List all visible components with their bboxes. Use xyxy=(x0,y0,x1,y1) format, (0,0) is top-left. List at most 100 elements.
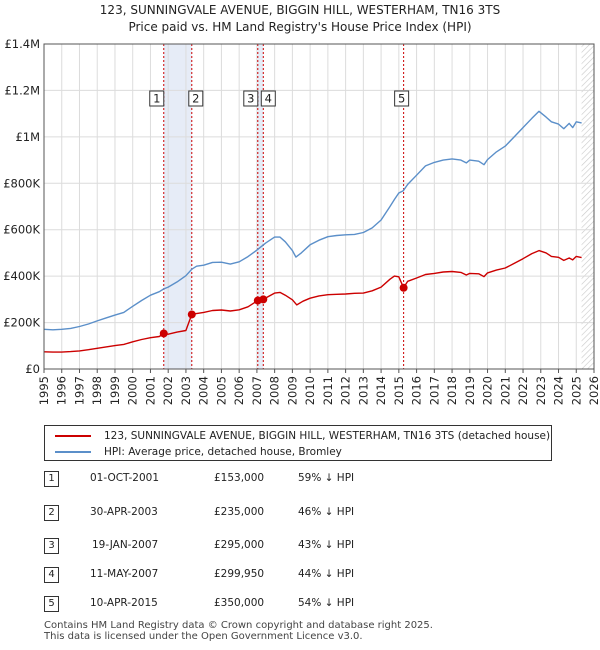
chart-title: 123, SUNNINGVALE AVENUE, BIGGIN HILL, WE… xyxy=(0,2,600,36)
x-tick-label: 2026 xyxy=(587,376,600,405)
table-row: 3 19-JAN-2007 £295,000 43% ↓ HPI xyxy=(44,538,444,556)
x-tick-label: 2014 xyxy=(374,376,388,405)
tx-hpi-diff: 59% ↓ HPI xyxy=(298,472,355,484)
tx-price: £235,000 xyxy=(214,506,265,518)
sale-label-text: 5 xyxy=(398,92,405,106)
sale-point xyxy=(259,295,268,304)
tx-hpi-diff: 44% ↓ HPI xyxy=(298,568,355,580)
table-row: 4 11-MAY-2007 £299,950 44% ↓ HPI xyxy=(44,567,444,585)
x-tick-label: 2000 xyxy=(126,376,140,405)
legend-item-hpi: HPI: Average price, detached house, Brom… xyxy=(45,444,342,460)
y-tick-label: £0 xyxy=(25,362,40,376)
tx-number-badge: 4 xyxy=(44,567,59,583)
legend-swatch-hpi xyxy=(55,451,91,453)
tx-date: 19-JAN-2007 xyxy=(92,539,159,551)
x-tick-label: 2011 xyxy=(321,376,335,405)
tx-price: £153,000 xyxy=(214,472,265,484)
y-tick-label: £200K xyxy=(3,316,40,330)
x-tick-label: 2021 xyxy=(498,376,512,405)
x-tick-label: 2004 xyxy=(197,376,211,405)
x-tick-label: 2020 xyxy=(481,376,495,405)
tx-number-badge: 3 xyxy=(44,538,59,554)
footer-licence: This data is licensed under the Open Gov… xyxy=(44,631,363,642)
tx-hpi-diff: 46% ↓ HPI xyxy=(298,506,355,518)
sale-point xyxy=(187,310,196,319)
x-tick-label: 2005 xyxy=(214,376,228,405)
sale-label-box xyxy=(260,90,276,107)
x-tick-label: 2010 xyxy=(303,376,317,405)
x-tick-label: 2019 xyxy=(463,376,477,405)
y-tick-label: £1M xyxy=(15,130,40,144)
x-tick-label: 1995 xyxy=(37,376,51,405)
x-tick-label: 2012 xyxy=(339,376,353,405)
legend-label-hpi: HPI: Average price, detached house, Brom… xyxy=(104,446,342,458)
footer-copyright: Contains HM Land Registry data © Crown c… xyxy=(44,620,433,631)
x-tick-label: 1999 xyxy=(108,376,122,405)
tx-date: 30-APR-2003 xyxy=(90,506,158,518)
x-tick-label: 2015 xyxy=(392,376,406,405)
x-tick-label: 2018 xyxy=(445,376,459,405)
sale-label-4: 4 xyxy=(260,90,276,107)
legend-label-property: 123, SUNNINGVALE AVENUE, BIGGIN HILL, WE… xyxy=(104,430,551,442)
tx-hpi-diff: 54% ↓ HPI xyxy=(298,597,355,609)
y-tick-label: £800K xyxy=(3,176,40,190)
x-tick-label: 1998 xyxy=(90,376,104,405)
sale-point xyxy=(159,329,168,338)
y-tick-label: £600K xyxy=(3,223,40,237)
tx-number-badge: 5 xyxy=(44,596,59,612)
table-row: 5 10-APR-2015 £350,000 54% ↓ HPI xyxy=(44,596,444,614)
x-tick-label: 2023 xyxy=(534,376,548,405)
table-row: 2 30-APR-2003 £235,000 46% ↓ HPI xyxy=(44,505,444,523)
plot-border xyxy=(43,43,595,370)
hpi-line xyxy=(43,110,582,331)
x-tick-label: 2017 xyxy=(427,376,441,405)
x-tick-label: 2025 xyxy=(569,376,583,405)
plot-area xyxy=(44,44,594,369)
tx-price: £295,000 xyxy=(214,539,265,551)
x-tick-label: 1996 xyxy=(55,376,69,405)
footer: Contains HM Land Registry data © Crown c… xyxy=(44,620,433,642)
title-line-2: Price paid vs. HM Land Registry's House … xyxy=(128,20,472,34)
sale-label-text: 2 xyxy=(192,92,199,106)
sale-label-text: 3 xyxy=(247,92,254,106)
x-tick-label: 2009 xyxy=(285,376,299,405)
tx-hpi-diff: 43% ↓ HPI xyxy=(298,539,355,551)
legend-item-property: 123, SUNNINGVALE AVENUE, BIGGIN HILL, WE… xyxy=(45,428,550,444)
legend: 123, SUNNINGVALE AVENUE, BIGGIN HILL, WE… xyxy=(44,425,552,461)
forecast-region xyxy=(581,44,594,369)
x-tick-label: 1997 xyxy=(72,376,86,405)
tx-number-badge: 2 xyxy=(44,505,59,521)
tx-price: £299,950 xyxy=(214,568,265,580)
sale-label-2: 2 xyxy=(188,90,204,107)
table-row: 1 01-OCT-2001 £153,000 59% ↓ HPI xyxy=(44,471,444,489)
sale-label-box xyxy=(149,90,165,107)
sale-label-text: 4 xyxy=(265,92,272,106)
tx-date: 01-OCT-2001 xyxy=(90,472,159,484)
tx-price: £350,000 xyxy=(214,597,265,609)
y-tick-label: £1.2M xyxy=(4,83,40,97)
x-tick-label: 2024 xyxy=(552,376,566,405)
tx-number-badge: 1 xyxy=(44,471,59,487)
x-tick-label: 2002 xyxy=(161,376,175,405)
sale-label-box xyxy=(188,90,204,107)
x-tick-label: 2006 xyxy=(232,376,246,405)
property-price-line xyxy=(43,249,582,353)
x-tick-label: 2013 xyxy=(356,376,370,405)
y-tick-label: £1.4M xyxy=(4,37,40,51)
price-chart: 1 2 3 4 5 £0 £200K £400K £600K £800K £1M £1.2M £1.4M… xyxy=(3,37,600,405)
sale-label-box xyxy=(394,90,410,107)
title-line-1: 123, SUNNINGVALE AVENUE, BIGGIN HILL, WE… xyxy=(99,3,501,17)
tx-date: 11-MAY-2007 xyxy=(90,568,159,580)
sale-point xyxy=(399,283,408,292)
sale-label-3: 3 xyxy=(243,90,259,107)
legend-swatch-property xyxy=(55,435,91,437)
sale-label-5: 5 xyxy=(394,90,410,107)
sale-label-text: 1 xyxy=(153,92,160,106)
x-tick-label: 2007 xyxy=(250,376,264,405)
x-tick-label: 2003 xyxy=(179,376,193,405)
y-tick-label: £400K xyxy=(3,269,40,283)
x-tick-label: 2001 xyxy=(143,376,157,405)
sale-period-shade xyxy=(257,44,264,369)
sale-label-box xyxy=(243,90,259,107)
x-tick-label: 2022 xyxy=(516,376,530,405)
